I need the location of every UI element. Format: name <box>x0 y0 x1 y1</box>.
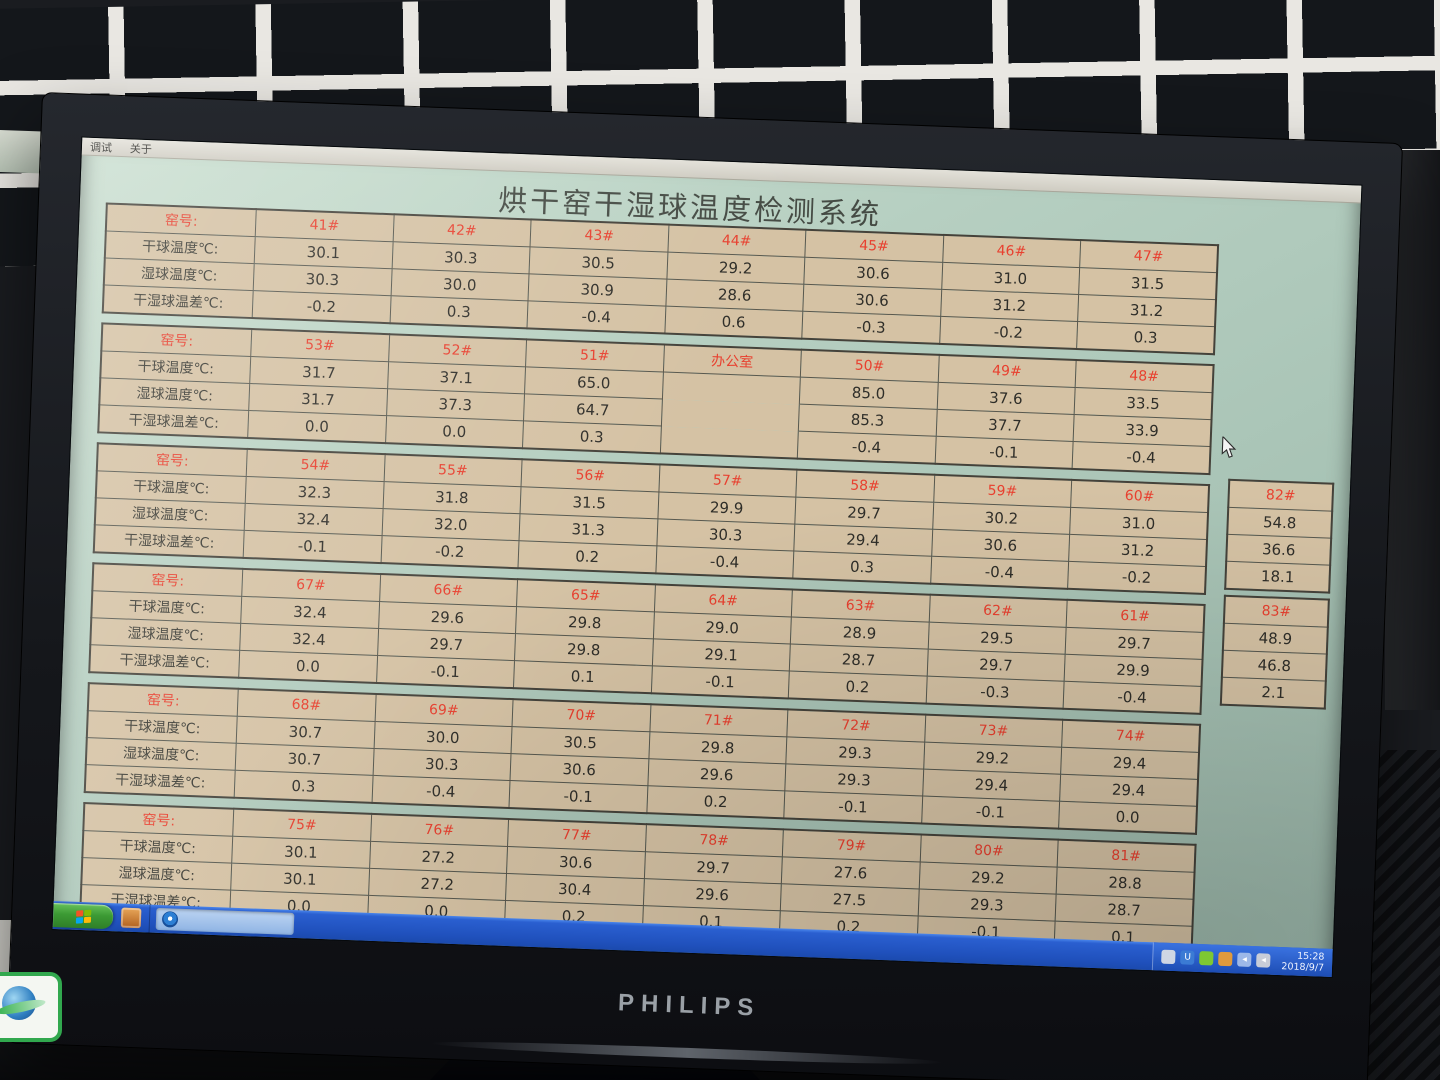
temperature-value: 0.3 <box>1076 321 1216 355</box>
tray-volume-icon[interactable]: ◂ <box>1256 953 1271 968</box>
temperature-value: 36.6 <box>1226 534 1332 566</box>
menu-item-debug[interactable]: 调试 <box>89 140 113 155</box>
temperature-value: -0.1 <box>934 436 1074 469</box>
temperature-value: -0.4 <box>1063 681 1202 714</box>
temperature-value: -0.1 <box>508 780 648 814</box>
temperature-value: 48.9 <box>1222 623 1328 655</box>
temperature-value: -0.4 <box>526 300 666 334</box>
temperature-value: 54.8 <box>1227 507 1333 539</box>
temperature-value: -0.1 <box>921 796 1060 829</box>
temperature-value: 0.2 <box>646 785 785 819</box>
temperature-value: 0.3 <box>522 420 661 454</box>
temperature-value <box>659 425 799 459</box>
temperature-value: 0.6 <box>664 306 803 339</box>
desktop-screen: 调试 关于 烘干窑干湿球温度检测系统 窑号: 41# 42# 43# 44# 45# 46#… <box>51 136 1363 979</box>
temperature-value: -0.4 <box>930 556 1069 589</box>
temperature-value: -0.1 <box>783 790 923 824</box>
temperature-value: -0.1 <box>243 530 382 564</box>
quick-launch-notes-icon[interactable] <box>120 907 142 929</box>
quick-launch-area <box>112 903 151 933</box>
tray-messenger-icon[interactable]: U <box>1180 950 1195 965</box>
philips-logo: PHILIPS <box>617 989 761 1022</box>
temperature-value: 0.2 <box>788 670 927 704</box>
kiln-tables-area: 窑号: 41# 42# 43# 44# 45# 46# 47# 干球温度℃: 30.1 30.3 30… <box>79 202 1359 955</box>
side-kiln-table: 82# 54.8 36.6 18.1 <box>1224 478 1335 594</box>
start-button[interactable] <box>52 903 114 930</box>
philips-monitor: 调试 关于 烘干窑干湿球温度检测系统 窑号: 41# 42# 43# 44# 45# 46#… <box>6 92 1404 1080</box>
row-label: 干湿球温差℃: <box>102 284 254 319</box>
clock-date: 2018/9/7 <box>1281 961 1325 974</box>
kiln-number: 83# <box>1223 595 1329 628</box>
temperature-value: 0.2 <box>517 540 657 574</box>
temperature-value: -0.1 <box>376 655 515 689</box>
taskbar-clock[interactable]: 15:28 2018/9/7 <box>1275 950 1324 974</box>
row-label: 干湿球温差℃: <box>98 404 249 438</box>
app-eye-icon <box>161 911 179 928</box>
tray-update-icon[interactable] <box>1218 951 1233 967</box>
temperature-value: 0.3 <box>389 295 529 329</box>
temperature-value: -0.2 <box>1067 561 1207 594</box>
row-label: 干湿球温差℃: <box>89 644 240 678</box>
temperature-value: -0.4 <box>797 431 936 464</box>
temperature-value: -0.2 <box>252 290 391 324</box>
temperature-value: 46.8 <box>1221 650 1327 682</box>
main-table-groups: 窑号: 41# 42# 43# 44# 45# 46# 47# 干球温度℃: 30.1 30.3 30… <box>79 202 1359 960</box>
side-table-column: 82# 54.8 36.6 18.1 83# 48.9 46.8 2.1 <box>1219 478 1339 715</box>
temperature-value: -0.1 <box>650 665 790 699</box>
temperature-value: -0.2 <box>380 535 520 569</box>
temperature-value: -0.4 <box>655 545 794 579</box>
temperature-value: -0.2 <box>939 316 1078 349</box>
mouse-cursor-icon <box>1221 436 1237 459</box>
temperature-value: 0.3 <box>234 770 373 803</box>
temperature-value: -0.3 <box>925 676 1065 709</box>
tray-safety-icon[interactable] <box>1199 951 1214 966</box>
temperature-value: 0.3 <box>792 551 932 584</box>
tray-card-icon[interactable] <box>1161 949 1176 965</box>
temperature-value: -0.4 <box>371 775 510 809</box>
side-kiln-table: 83# 48.9 46.8 2.1 <box>1219 594 1330 710</box>
row-label: 干湿球温差℃: <box>84 764 236 798</box>
row-label: 干湿球温差℃: <box>93 524 245 558</box>
tray-icons-row: U ◂ ◂ <box>1161 949 1271 968</box>
kiln-number: 82# <box>1228 479 1334 512</box>
temperature-value: 0.0 <box>385 415 524 449</box>
temperature-value: 0.0 <box>238 650 378 683</box>
temperature-value: 18.1 <box>1225 561 1331 593</box>
temperature-value: 2.1 <box>1220 677 1326 709</box>
tray-volume-blue-icon[interactable]: ◂ <box>1237 952 1252 967</box>
temperature-value: -0.3 <box>801 311 941 344</box>
menu-item-about[interactable]: 关于 <box>129 141 153 156</box>
temperature-value: 0.0 <box>247 410 387 444</box>
temperature-value: 0.0 <box>1058 801 1198 834</box>
system-tray: U ◂ ◂ 15:28 2018/9/7 <box>1152 942 1333 978</box>
windows-flag-icon <box>75 909 91 924</box>
temperature-value: -0.4 <box>1072 441 1211 475</box>
energy-label-sticker <box>0 972 62 1042</box>
temperature-value: 0.1 <box>513 660 652 694</box>
taskbar-app-button[interactable] <box>155 907 295 936</box>
